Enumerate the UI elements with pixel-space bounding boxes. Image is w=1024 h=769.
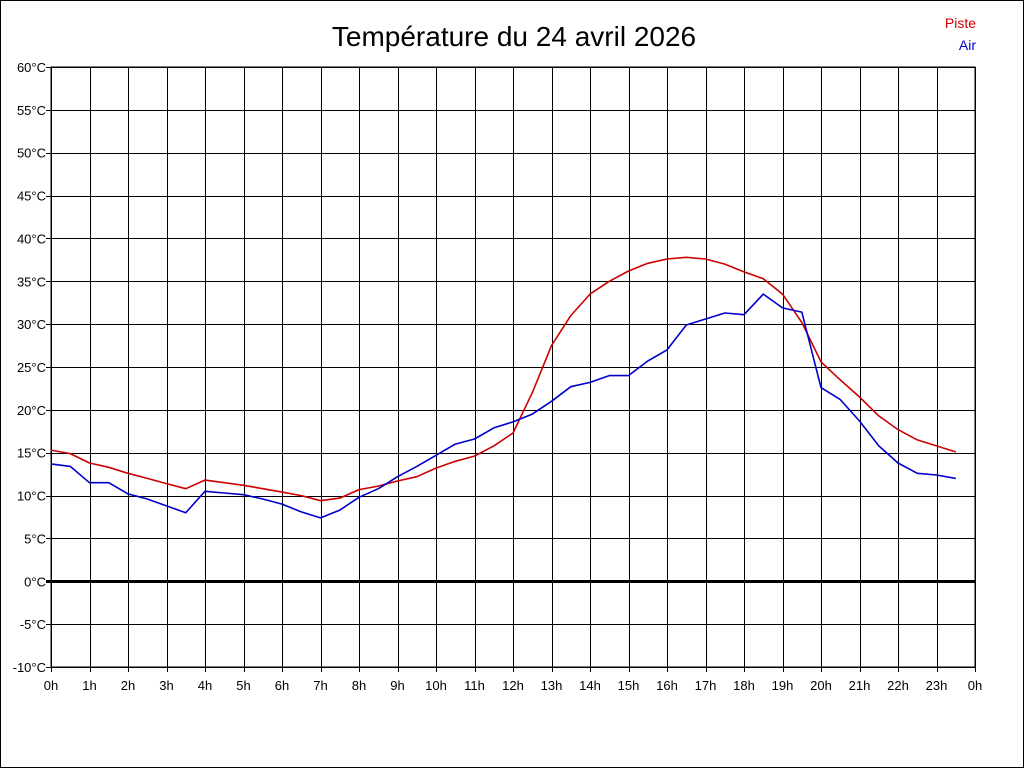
x-tick-label: 22h xyxy=(887,678,909,693)
y-tick-label: 10°C xyxy=(17,489,46,504)
x-tick-label: 21h xyxy=(849,678,871,693)
x-tick-label: 1h xyxy=(82,678,96,693)
x-tick-label: 0h xyxy=(44,678,58,693)
y-tick-label: -10°C xyxy=(13,660,46,675)
x-tick-label: 16h xyxy=(656,678,678,693)
y-tick-label: 40°C xyxy=(17,231,46,246)
grid xyxy=(46,66,976,672)
y-tick-label: 20°C xyxy=(17,403,46,418)
x-tick-label: 17h xyxy=(695,678,717,693)
y-tick-label: 50°C xyxy=(17,146,46,161)
legend-entry-piste: Piste xyxy=(945,15,976,31)
x-tick-label: 14h xyxy=(579,678,601,693)
x-tick-label: 7h xyxy=(313,678,327,693)
series-line-air xyxy=(50,293,956,519)
x-tick-label: 5h xyxy=(236,678,250,693)
y-tick-label: 15°C xyxy=(17,446,46,461)
x-tick-label: 12h xyxy=(502,678,524,693)
y-tick-label: 35°C xyxy=(17,274,46,289)
y-tick-label: 0°C xyxy=(24,574,46,589)
y-tick-label: 55°C xyxy=(17,103,46,118)
x-tick-label: 18h xyxy=(733,678,755,693)
legend-entry-air: Air xyxy=(959,37,976,53)
x-tick-label: 19h xyxy=(772,678,794,693)
x-tick-label: 23h xyxy=(926,678,948,693)
x-tick-label: 3h xyxy=(159,678,173,693)
x-tick-label: 6h xyxy=(275,678,289,693)
x-axis-ticks: 0h 1h 2h 3h 4h 5h 6h 7h 8h 9h 10h 11h 12h 13h 14h 15h 16… xyxy=(44,678,982,693)
x-tick-label: 11h xyxy=(464,678,485,693)
x-tick-label: 10h xyxy=(425,678,447,693)
x-tick-label: 9h xyxy=(390,678,404,693)
x-tick-label: 8h xyxy=(352,678,366,693)
x-tick-label: 15h xyxy=(618,678,640,693)
y-tick-label: 60°C xyxy=(17,60,46,75)
y-tick-label: 30°C xyxy=(17,317,46,332)
chart-title: Température du 24 avril 2026 xyxy=(332,21,696,52)
y-tick-label: 25°C xyxy=(17,360,46,375)
x-tick-label: 2h xyxy=(121,678,135,693)
legend: Piste Air xyxy=(945,15,976,53)
y-axis-ticks: -10°C -5°C 0°C 5°C 10°C 15°C 20°C 25°C 30°C 35°C 4… xyxy=(13,60,46,675)
x-tick-label: 13h xyxy=(541,678,563,693)
x-tick-label: 20h xyxy=(810,678,832,693)
series-line-piste xyxy=(50,256,957,502)
y-tick-label: 45°C xyxy=(17,189,46,204)
series-lines xyxy=(50,256,957,519)
y-tick-label: 5°C xyxy=(24,531,46,546)
x-tick-label: 0h xyxy=(968,678,982,693)
x-tick-label: 4h xyxy=(198,678,212,693)
y-tick-label: -5°C xyxy=(20,617,46,632)
